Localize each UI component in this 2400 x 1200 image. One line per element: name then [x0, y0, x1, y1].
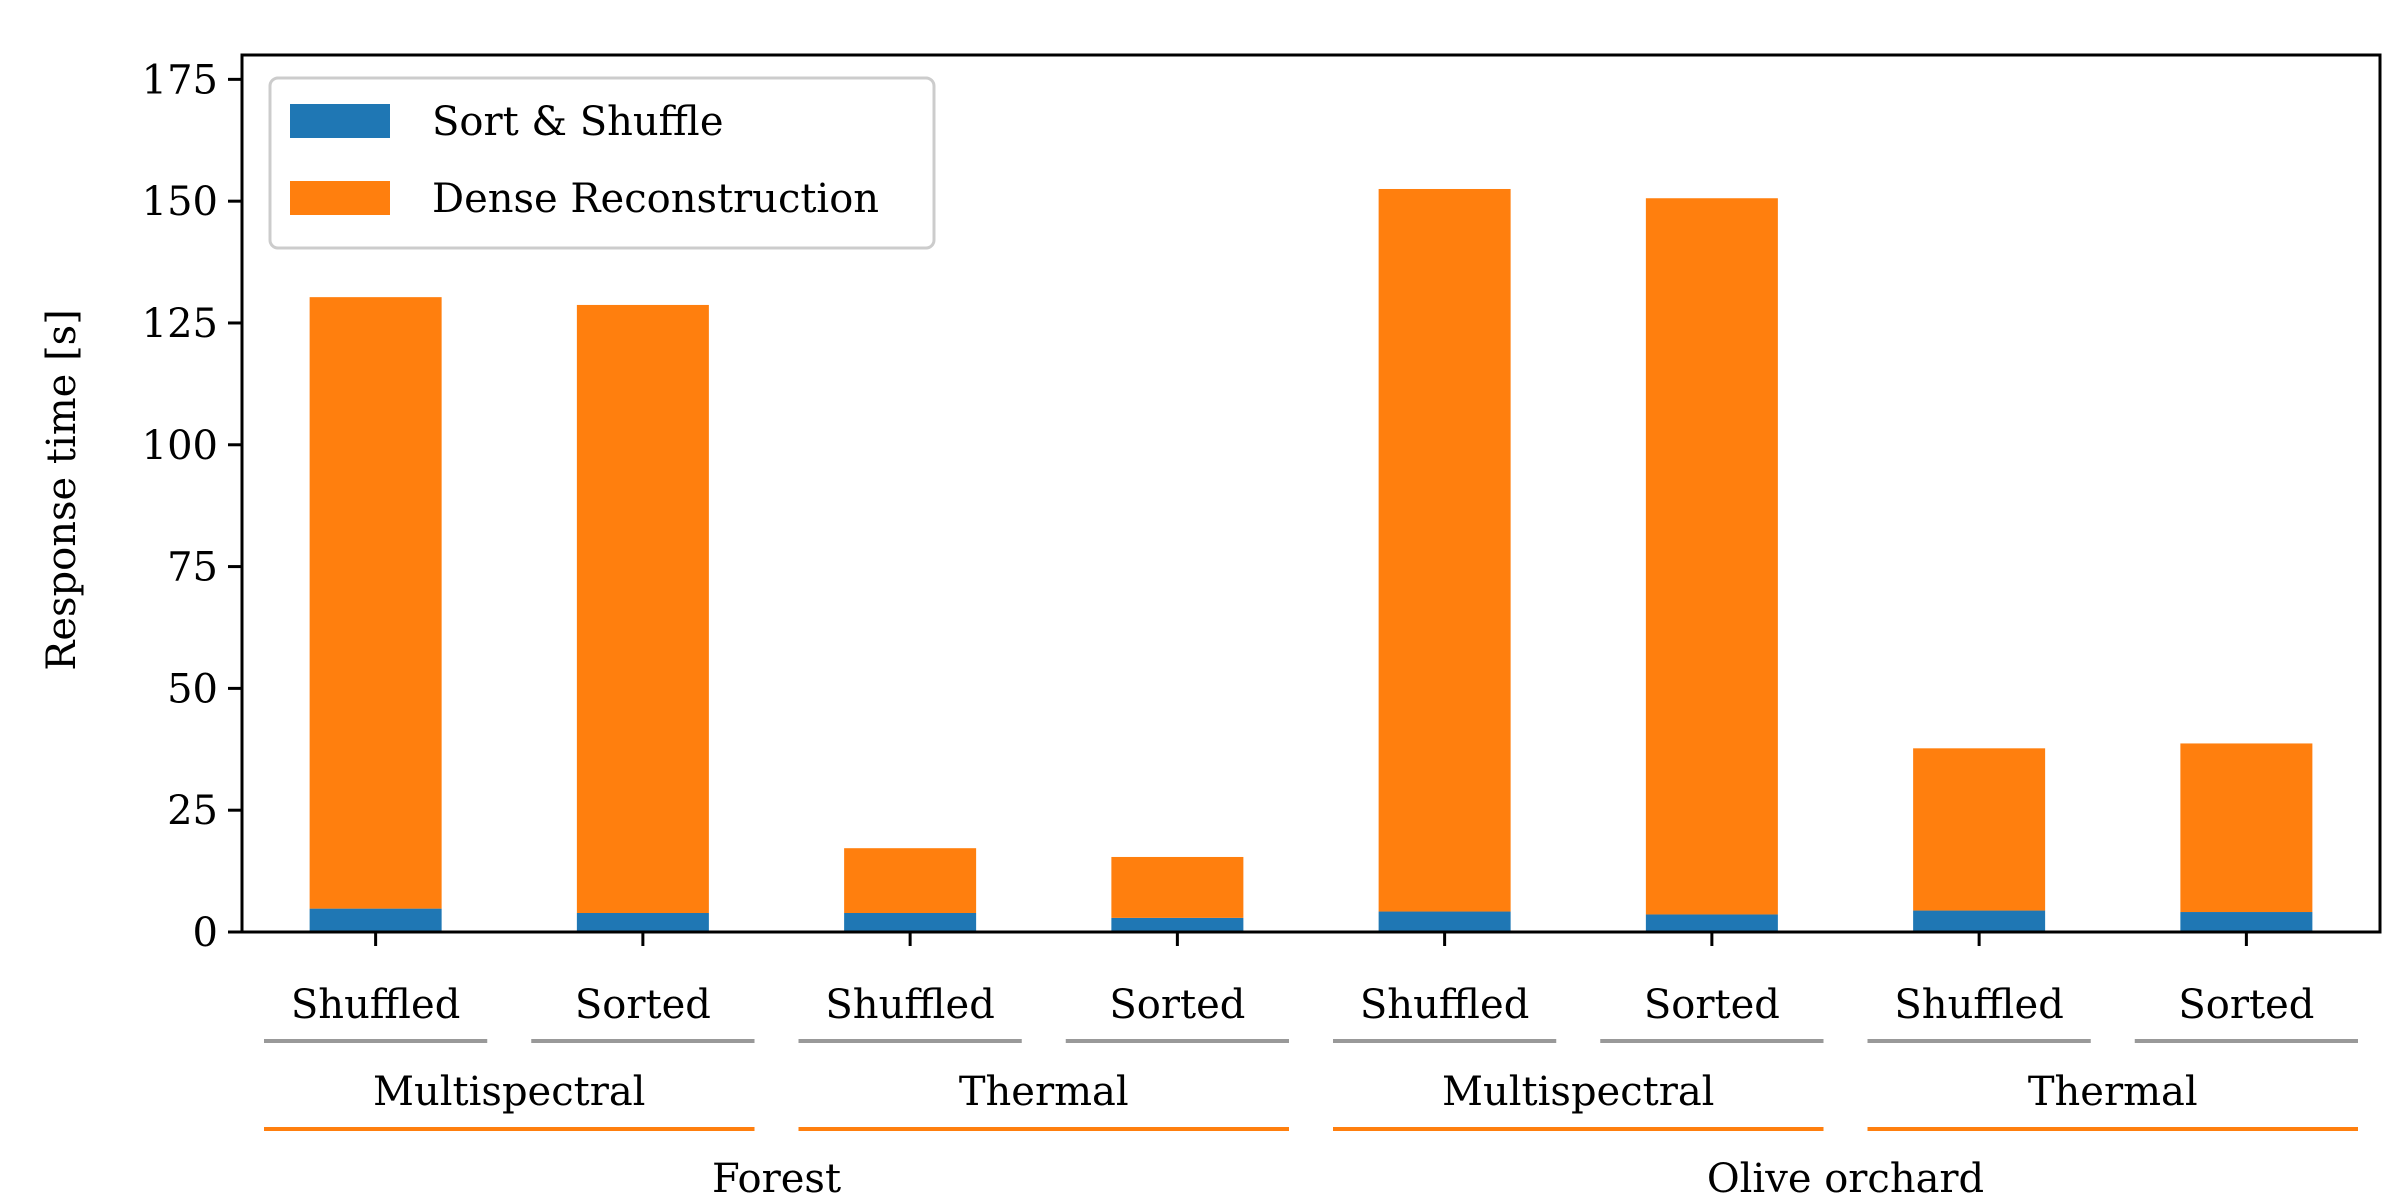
legend-swatch [290, 104, 390, 138]
y-tick-label: 100 [142, 423, 218, 469]
bar-dense-reconstruction-1 [576, 304, 709, 913]
legend-label: Dense Reconstruction [432, 176, 879, 222]
y-tick-label: 50 [167, 666, 218, 712]
group-label-level2: Thermal [959, 1069, 1129, 1115]
y-tick-label: 0 [193, 910, 218, 956]
bar-dense-reconstruction-2 [844, 848, 977, 913]
group-label-level1: Olive orchard [1707, 1156, 1984, 1200]
y-axis: 0 25 50 75 100 125 150 175 [142, 57, 242, 956]
x-tick-label: Shuffled [291, 982, 460, 1028]
y-tick-label: 175 [142, 57, 218, 103]
y-tick-label: 125 [142, 301, 218, 347]
legend-label: Sort & Shuffle [432, 99, 724, 145]
y-tick-label: 25 [167, 788, 218, 834]
bar-sort-shuffle-1 [576, 912, 709, 932]
bar-sort-shuffle-7 [2180, 912, 2313, 932]
bar-dense-reconstruction-0 [309, 297, 442, 909]
x-tick-label: Shuffled [1894, 982, 2063, 1028]
bar-sort-shuffle-6 [1913, 910, 2046, 932]
legend-swatch [290, 181, 390, 215]
x-tick-label: Sorted [1644, 982, 1780, 1028]
x-tick-label: Sorted [2178, 982, 2314, 1028]
bar-dense-reconstruction-6 [1913, 748, 2046, 911]
y-tick-label: 150 [142, 179, 218, 225]
bar-dense-reconstruction-4 [1378, 188, 1511, 912]
group-label-level2: Multispectral [1442, 1069, 1714, 1115]
x-tick-label: Sorted [1109, 982, 1245, 1028]
bar-dense-reconstruction-3 [1111, 856, 1244, 918]
x-tick-label: Shuffled [1360, 982, 1529, 1028]
group-label-level2: Multispectral [373, 1069, 645, 1115]
y-tick-label: 75 [167, 545, 218, 591]
bar-dense-reconstruction-7 [2180, 743, 2313, 913]
bars-layer [309, 188, 2313, 932]
x-tick-label: Shuffled [825, 982, 994, 1028]
legend-box [268, 76, 936, 250]
y-axis-label: Response time [s] [39, 309, 85, 671]
group-label-level1: Forest [712, 1156, 841, 1200]
bar-sort-shuffle-3 [1111, 917, 1244, 932]
bar-sort-shuffle-0 [309, 908, 442, 932]
bar-sort-shuffle-5 [1645, 914, 1778, 932]
x-tick-label: Sorted [575, 982, 711, 1028]
legend: Sort & Shuffle Dense Reconstruction [268, 76, 936, 250]
bar-sort-shuffle-4 [1378, 911, 1511, 932]
x-axis: Shuffled Sorted Shuffled Sorted Shuffled Sort… [264, 932, 2358, 1200]
plot-frame [240, 53, 2382, 934]
group-label-level2: Thermal [2028, 1069, 2198, 1115]
bar-dense-reconstruction-5 [1645, 198, 1778, 915]
bar-sort-shuffle-2 [844, 912, 977, 932]
